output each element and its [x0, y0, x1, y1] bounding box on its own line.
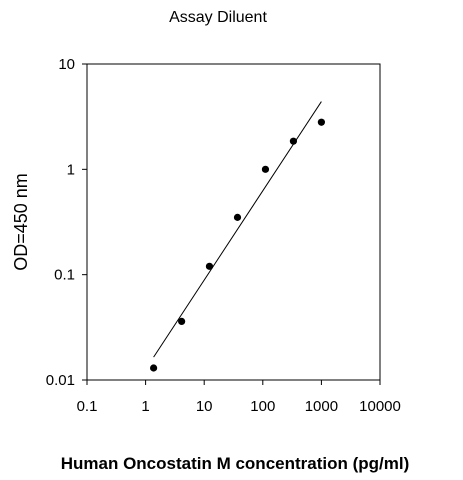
y-tick-label: 1 [67, 161, 75, 178]
x-tick-label: 1 [141, 398, 149, 415]
x-axis-ticks: 0.1 1 10 100 1000 10000 [77, 380, 401, 415]
data-point [150, 364, 158, 372]
data-point [261, 165, 270, 173]
y-axis-label: OD=450 nm [11, 173, 31, 271]
x-axis-label: Human Oncostatin M concentration (pg/ml) [61, 454, 410, 473]
x-tick-label: 10000 [359, 398, 401, 415]
y-axis-ticks: 10 1 0.1 0.01 [46, 56, 87, 389]
data-point [178, 317, 186, 326]
x-tick-label: 0.1 [77, 398, 98, 415]
data-point [317, 118, 325, 126]
data-points [150, 118, 325, 372]
x-tick-label: 10 [196, 398, 213, 415]
x-tick-label: 1000 [305, 398, 338, 415]
x-tick-label: 100 [250, 398, 275, 415]
plot-area-frame [86, 63, 381, 381]
y-tick-label: 0.1 [54, 267, 75, 284]
chart-title: Assay Diluent [169, 9, 267, 26]
y-tick-label: 0.01 [46, 372, 75, 389]
data-point [233, 213, 242, 221]
data-point [205, 262, 214, 270]
y-tick-label: 10 [58, 56, 75, 73]
data-point [289, 137, 298, 145]
